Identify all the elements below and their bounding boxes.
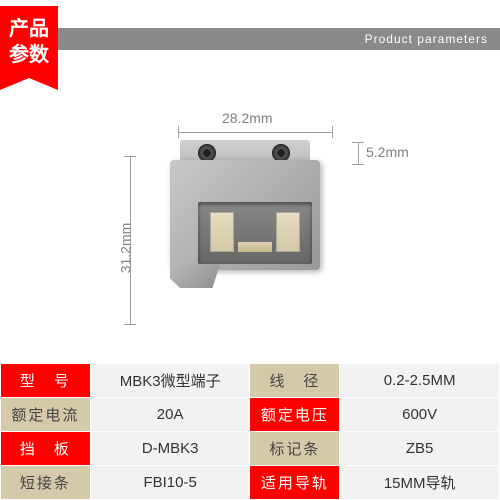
header-subtitle: Product parameters bbox=[365, 32, 488, 46]
dim-width-label: 28.2mm bbox=[222, 110, 273, 126]
table-row: 额定电流20A额定电压600V bbox=[1, 398, 500, 432]
dim-tick bbox=[178, 126, 179, 138]
ribbon-line1: 产品 bbox=[9, 16, 49, 42]
terminal-block-graphic bbox=[160, 140, 330, 290]
spec-value: 20A bbox=[90, 398, 250, 432]
header-bar: Product parameters bbox=[0, 28, 500, 50]
spec-table: 型 号MBK3微型端子线 径0.2-2.5MM额定电流20A额定电压600V挡 … bbox=[0, 363, 500, 500]
table-row: 型 号MBK3微型端子线 径0.2-2.5MM bbox=[1, 364, 500, 398]
tb-foot bbox=[170, 264, 220, 288]
ribbon-badge: 产品 参数 bbox=[0, 6, 58, 78]
spec-label: 线 径 bbox=[250, 364, 340, 398]
dim-tick bbox=[332, 126, 333, 138]
spec-label: 额定电流 bbox=[1, 398, 91, 432]
dim-tick bbox=[124, 324, 136, 325]
table-row: 短接条FBI10-5适用导轨15MM导轨 bbox=[1, 466, 500, 500]
spec-value: MBK3微型端子 bbox=[90, 364, 250, 398]
spec-value: 0.2-2.5MM bbox=[340, 364, 500, 398]
spec-label: 型 号 bbox=[1, 364, 91, 398]
spec-label: 短接条 bbox=[1, 466, 91, 500]
dim-tick bbox=[352, 142, 364, 143]
dim-height-label: 31.2mm bbox=[117, 223, 133, 274]
spec-label: 适用导轨 bbox=[250, 466, 340, 500]
tb-contact bbox=[276, 212, 300, 252]
spec-value: D-MBK3 bbox=[90, 432, 250, 466]
spec-value: 15MM导轨 bbox=[340, 466, 500, 500]
tb-body bbox=[170, 160, 320, 270]
dim-slot-label: 5.2mm bbox=[366, 144, 409, 160]
spec-value: 600V bbox=[340, 398, 500, 432]
ribbon-line2: 参数 bbox=[9, 42, 49, 68]
spec-value: FBI10-5 bbox=[90, 466, 250, 500]
dim-tick bbox=[124, 156, 136, 157]
spec-label: 挡 板 bbox=[1, 432, 91, 466]
spec-label: 标记条 bbox=[250, 432, 340, 466]
tb-bridge bbox=[238, 242, 272, 252]
spec-value: ZB5 bbox=[340, 432, 500, 466]
dim-width-line bbox=[178, 132, 332, 133]
product-illustration: 28.2mm 5.2mm 31.2mm bbox=[0, 60, 500, 360]
spec-label: 额定电压 bbox=[250, 398, 340, 432]
table-row: 挡 板D-MBK3标记条ZB5 bbox=[1, 432, 500, 466]
dim-slot-line bbox=[358, 142, 359, 164]
dim-tick bbox=[352, 164, 364, 165]
tb-contact bbox=[210, 212, 234, 252]
tb-window bbox=[198, 202, 312, 264]
